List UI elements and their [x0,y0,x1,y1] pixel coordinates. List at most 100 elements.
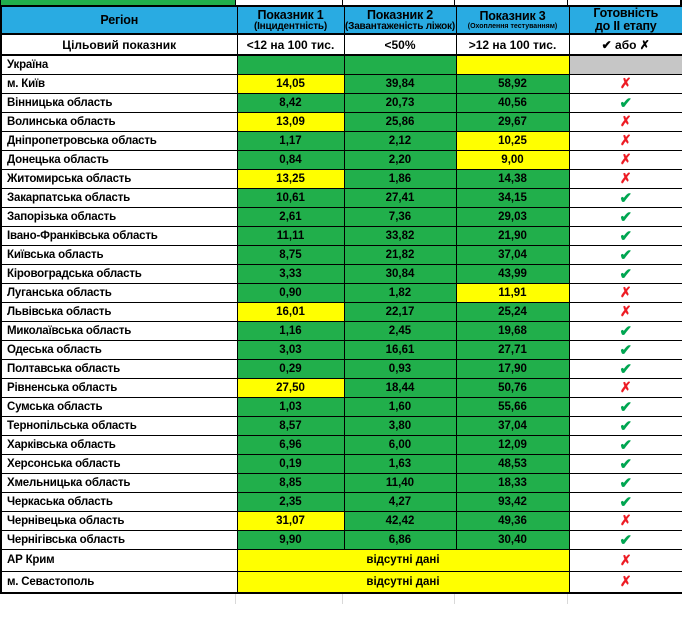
indicator2-value: 4,27 [343,491,457,512]
region-name: Полтавська область [0,358,238,379]
cross-icon: ✗ [568,149,682,170]
table-row: м. Київ 14,05 39,84 58,92 ✗ [0,73,682,94]
region-name: Житомирська область [0,168,238,189]
target-row-label: Цільовий показник [0,33,238,56]
indicator1-value: 1,17 [236,130,345,151]
indicator1-value: 8,85 [236,472,345,493]
empty-grid-row [0,594,682,604]
indicator3-value: 93,42 [455,491,570,512]
cross-icon: ✗ [568,73,682,94]
indicator1-value: 11,11 [236,225,345,246]
indicator3-value: 43,99 [455,263,570,284]
indicator2-value: 1,63 [343,453,457,474]
table-row: Львівська область 16,01 22,17 25,24 ✗ [0,301,682,322]
check-icon: ✔ [568,263,682,284]
indicator3-value: 9,00 [455,149,570,170]
check-icon: ✔ [568,415,682,436]
indicator2-value: 2,12 [343,130,457,151]
table-row: Хмельницька область 8,85 11,40 18,33 ✔ [0,472,682,493]
region-name: Херсонська область [0,453,238,474]
cross-icon: ✗ [568,130,682,151]
indicator2-value: 21,82 [343,244,457,265]
indicator2-value: 1,60 [343,396,457,417]
region-name: Київська область [0,244,238,265]
indicator1-value: 16,01 [236,301,345,322]
indicator3-value: 18,33 [455,472,570,493]
indicator1-value: 1,16 [236,320,345,341]
table-row: Київська область 8,75 21,82 37,04 ✔ [0,244,682,265]
cropped-cell [568,0,682,5]
check-icon: ✔ [568,434,682,455]
region-name: Чернігівська область [0,529,238,550]
region-name: Львівська область [0,301,238,322]
header-row: Регіон Показник 1 (Інцидентність) Показн… [0,5,682,35]
region-name: Закарпатська область [0,187,238,208]
empty-grid-cell [568,594,682,604]
check-icon: ✔ [568,453,682,474]
indicator2-value: 1,86 [343,168,457,189]
table-row: Херсонська область 0,19 1,63 48,53 ✔ [0,453,682,474]
region-name: м. Севастополь [0,570,238,594]
indicator2-value: 2,45 [343,320,457,341]
indicator3-value: 37,04 [455,415,570,436]
indicator1-value: 8,42 [236,92,345,113]
indicator1-value: 6,96 [236,434,345,455]
indicator2-value: 2,20 [343,149,457,170]
indicator2-title: Показник 2 [366,7,434,22]
cropped-cell [455,0,568,5]
cross-icon: ✗ [568,282,682,303]
indicator2-value: 7,36 [343,206,457,227]
indicator2-value: 0,93 [343,358,457,379]
indicator2-value: 20,73 [343,92,457,113]
table-row: Закарпатська область 10,61 27,41 34,15 ✔ [0,187,682,208]
indicator3-title: Показник 3 [479,8,546,23]
check-icon: ✔ [568,491,682,512]
indicator1-value: 2,61 [236,206,345,227]
check-icon: ✔ [568,320,682,341]
empty-grid-cell [236,594,343,604]
check-icon: ✔ [568,339,682,360]
target-indicator2: <50% [343,33,457,56]
cropped-cell [236,0,343,5]
cross-icon: ✗ [568,570,682,594]
cropped-cell [343,0,455,5]
table-row: Вінницька область 8,42 20,73 40,56 ✔ [0,92,682,113]
indicator2-value: 6,86 [343,529,457,550]
check-icon: ✔ [568,396,682,417]
region-name: Рівненська область [0,377,238,398]
indicator3-value: 55,66 [455,396,570,417]
indicator3-value: 58,92 [455,73,570,94]
indicator1-value: 14,05 [236,73,345,94]
indicator2-value: 22,17 [343,301,457,322]
region-name: Тернопільська область [0,415,238,436]
indicator1-value: 2,35 [236,491,345,512]
indicator3-value: 40,56 [455,92,570,113]
region-name: АР Крим [0,548,238,572]
indicator3-value: 12,09 [455,434,570,455]
indicator1-value [236,54,345,75]
region-name: Чернівецька область [0,510,238,531]
indicator2-value: 33,82 [343,225,457,246]
indicator3-value: 10,25 [455,130,570,151]
empty-grid-cell [343,594,455,604]
table-row: Полтавська область 0,29 0,93 17,90 ✔ [0,358,682,379]
column-header-readiness: Готовність до II етапу [568,5,682,35]
region-name: Миколаївська область [0,320,238,341]
table-row: Івано-Франківська область 11,11 33,82 21,90… [0,225,682,246]
indicator2-value [343,54,457,75]
empty-grid-cell [455,594,568,604]
indicator1-value: 27,50 [236,377,345,398]
region-name: Вінницька область [0,92,238,113]
indicator1-title: Показник 1 [257,7,324,22]
table-row: Житомирська область 13,25 1,86 14,38 ✗ [0,168,682,189]
check-icon: ✔ [568,187,682,208]
indicator1-value: 0,84 [236,149,345,170]
cross-icon: ✗ [568,377,682,398]
indicator1-value: 1,03 [236,396,345,417]
region-name: Волинська область [0,111,238,132]
indicator1-value: 3,03 [236,339,345,360]
indicator2-value: 30,84 [343,263,457,284]
target-indicator1: <12 на 100 тис. [236,33,345,56]
table-row: Чернівецька область 31,07 42,42 49,36 ✗ [0,510,682,531]
cross-icon: ✗ [568,301,682,322]
